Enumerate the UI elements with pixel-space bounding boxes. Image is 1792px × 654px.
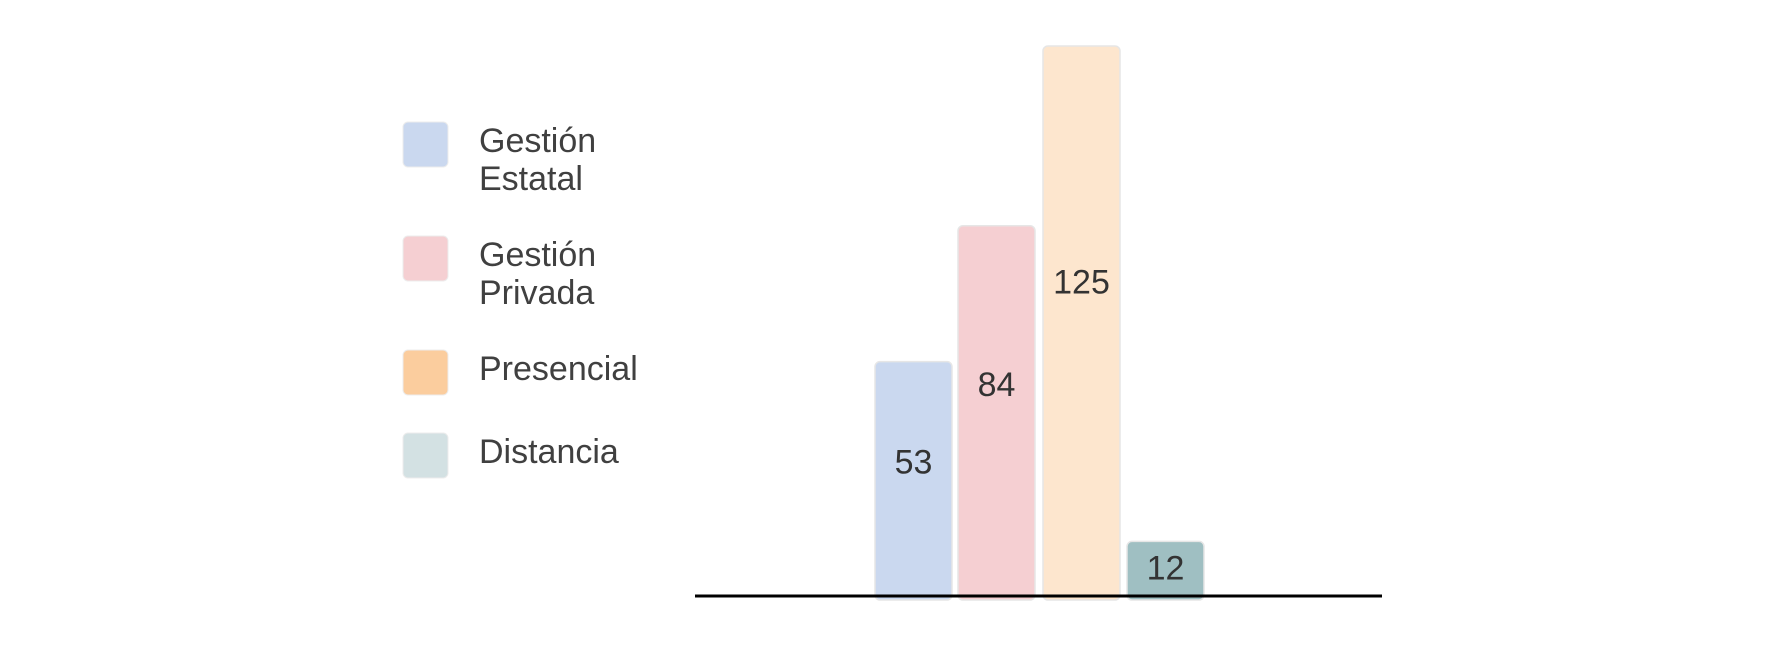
bar-2 [1042, 45, 1121, 601]
value-labels-group: 53 84 125 12 [895, 264, 1185, 588]
bar-value-label-1: 84 [978, 366, 1016, 404]
legend-label-0: Gestión Estatal [479, 122, 596, 198]
legend-item-0: Gestión Estatal [402, 121, 596, 198]
legend-swatch-0 [402, 121, 449, 168]
legend-label-2: Presencial [479, 350, 638, 388]
bar-1 [957, 224, 1036, 601]
bar-value-label-3: 12 [1147, 550, 1185, 588]
legend-label-line: Gestión [479, 122, 596, 160]
bar-0 [874, 360, 953, 601]
legend-swatch-3 [402, 432, 449, 479]
legend-item-3: Distancia [402, 432, 619, 479]
legend-label-line: Gestión [479, 236, 596, 274]
legend-label-3: Distancia [479, 433, 619, 471]
legend-label-1: Gestión Privada [479, 236, 596, 312]
bar-value-label-2: 125 [1053, 264, 1110, 302]
legend-swatch-1 [402, 235, 449, 282]
legend-label-line: Presencial [479, 350, 638, 388]
legend-label-line: Distancia [479, 433, 619, 471]
legend-label-line: Privada [479, 274, 594, 312]
legend-item-1: Gestión Privada [402, 235, 596, 312]
bar-value-label-0: 53 [895, 444, 933, 482]
legend-swatch-2 [402, 349, 449, 396]
bar-3 [1126, 540, 1205, 601]
bars-group [874, 45, 1205, 601]
legend-label-line: Estatal [479, 160, 583, 198]
legend-item-2: Presencial [402, 349, 638, 396]
